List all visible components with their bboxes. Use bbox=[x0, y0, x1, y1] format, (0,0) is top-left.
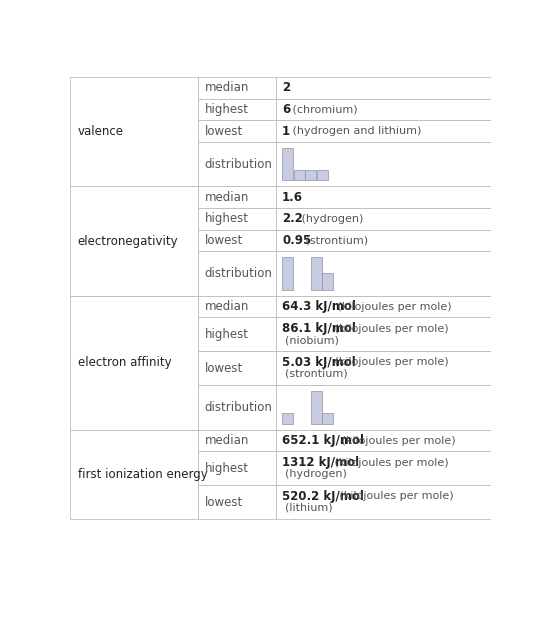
Bar bbox=[282, 413, 293, 423]
Text: valence: valence bbox=[78, 125, 123, 139]
Bar bbox=[198, 318, 276, 352]
Bar bbox=[276, 77, 491, 99]
Text: (kilojoules per mole): (kilojoules per mole) bbox=[334, 302, 452, 312]
Text: (niobium): (niobium) bbox=[285, 335, 339, 345]
Bar bbox=[276, 451, 491, 485]
Text: highest: highest bbox=[205, 462, 248, 475]
Bar bbox=[276, 251, 491, 296]
Text: highest: highest bbox=[205, 328, 248, 341]
Bar bbox=[305, 169, 316, 180]
Bar bbox=[294, 169, 305, 180]
Text: 6: 6 bbox=[282, 103, 290, 116]
Bar bbox=[276, 142, 491, 186]
Bar bbox=[198, 485, 276, 519]
Bar bbox=[311, 257, 322, 290]
Bar bbox=[70, 186, 198, 296]
Text: lowest: lowest bbox=[205, 362, 243, 375]
Bar bbox=[70, 77, 198, 186]
Text: 64.3 kJ/mol: 64.3 kJ/mol bbox=[282, 300, 356, 313]
Bar bbox=[323, 273, 333, 290]
Bar bbox=[276, 385, 491, 430]
Bar bbox=[198, 430, 276, 451]
Text: 86.1 kJ/mol: 86.1 kJ/mol bbox=[282, 322, 356, 335]
Text: distribution: distribution bbox=[205, 158, 272, 171]
Text: first ionization energy: first ionization energy bbox=[78, 468, 207, 481]
Bar bbox=[198, 229, 276, 251]
Text: distribution: distribution bbox=[205, 267, 272, 280]
Text: (hydrogen and lithium): (hydrogen and lithium) bbox=[289, 126, 422, 136]
Bar bbox=[276, 229, 491, 251]
Text: (kilojoules per mole): (kilojoules per mole) bbox=[331, 357, 449, 367]
Text: median: median bbox=[205, 434, 249, 447]
Text: (chromium): (chromium) bbox=[289, 105, 358, 115]
Bar bbox=[276, 430, 491, 451]
Text: (hydrogen): (hydrogen) bbox=[298, 214, 363, 224]
Bar bbox=[198, 296, 276, 318]
Text: 1312 kJ/mol: 1312 kJ/mol bbox=[282, 456, 359, 469]
Text: (kilojoules per mole): (kilojoules per mole) bbox=[339, 435, 456, 445]
Text: 2.2: 2.2 bbox=[282, 212, 303, 226]
Bar bbox=[276, 485, 491, 519]
Bar bbox=[276, 352, 491, 385]
Bar bbox=[282, 148, 293, 180]
Bar bbox=[311, 391, 322, 423]
Bar bbox=[282, 257, 293, 290]
Bar bbox=[70, 296, 198, 430]
Text: 1.6: 1.6 bbox=[282, 191, 303, 203]
Text: median: median bbox=[205, 81, 249, 94]
Text: lowest: lowest bbox=[205, 125, 243, 137]
Bar bbox=[198, 120, 276, 142]
Text: 652.1 kJ/mol: 652.1 kJ/mol bbox=[282, 434, 364, 447]
Bar bbox=[70, 430, 198, 519]
Text: (lithium): (lithium) bbox=[285, 503, 333, 513]
Text: electronegativity: electronegativity bbox=[78, 234, 178, 248]
Bar bbox=[276, 296, 491, 318]
Bar bbox=[323, 413, 333, 423]
Text: highest: highest bbox=[205, 212, 248, 226]
Bar bbox=[276, 186, 491, 208]
Text: (kilojoules per mole): (kilojoules per mole) bbox=[336, 491, 453, 501]
Bar bbox=[317, 169, 328, 180]
Text: (strontium): (strontium) bbox=[302, 236, 369, 245]
Text: 520.2 kJ/mol: 520.2 kJ/mol bbox=[282, 490, 364, 503]
Bar bbox=[276, 120, 491, 142]
Text: (kilojoules per mole): (kilojoules per mole) bbox=[331, 457, 449, 467]
Text: distribution: distribution bbox=[205, 401, 272, 414]
Bar bbox=[198, 186, 276, 208]
Text: lowest: lowest bbox=[205, 234, 243, 247]
Text: (hydrogen): (hydrogen) bbox=[285, 469, 347, 479]
Bar bbox=[276, 208, 491, 229]
Bar bbox=[198, 77, 276, 99]
Text: (strontium): (strontium) bbox=[285, 369, 348, 379]
Bar bbox=[276, 99, 491, 120]
Text: lowest: lowest bbox=[205, 496, 243, 508]
Text: 2: 2 bbox=[282, 81, 290, 94]
Text: 1: 1 bbox=[282, 125, 290, 137]
Bar bbox=[198, 208, 276, 229]
Text: (kilojoules per mole): (kilojoules per mole) bbox=[331, 324, 449, 333]
Text: 5.03 kJ/mol: 5.03 kJ/mol bbox=[282, 356, 356, 369]
Text: median: median bbox=[205, 191, 249, 203]
Bar bbox=[198, 352, 276, 385]
Bar bbox=[198, 99, 276, 120]
Bar bbox=[198, 451, 276, 485]
Text: highest: highest bbox=[205, 103, 248, 116]
Bar bbox=[276, 318, 491, 352]
Text: electron affinity: electron affinity bbox=[78, 357, 171, 369]
Bar bbox=[198, 142, 276, 186]
Bar bbox=[198, 251, 276, 296]
Text: median: median bbox=[205, 300, 249, 313]
Text: 0.95: 0.95 bbox=[282, 234, 311, 247]
Bar bbox=[198, 385, 276, 430]
